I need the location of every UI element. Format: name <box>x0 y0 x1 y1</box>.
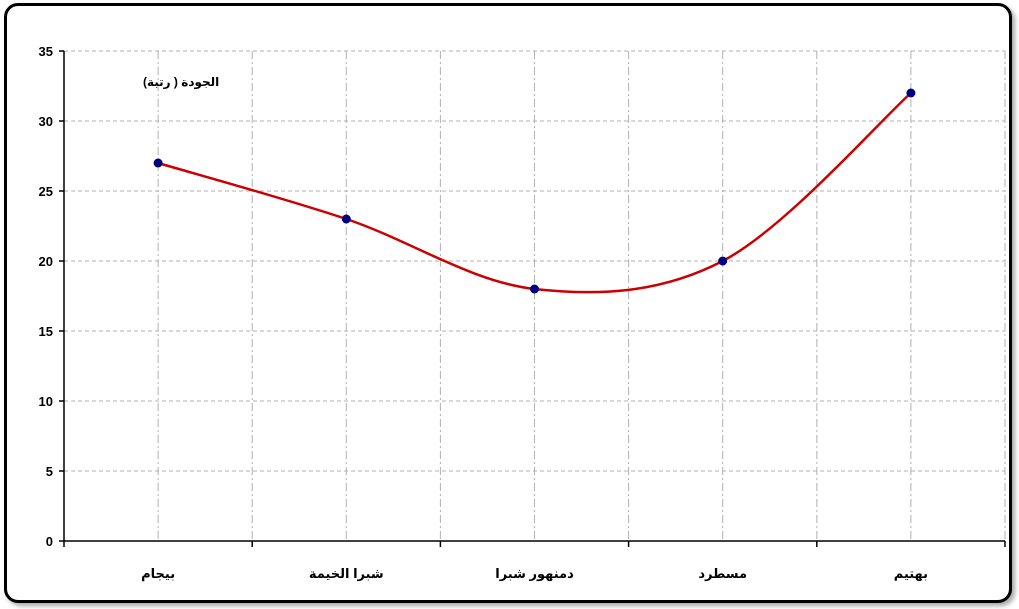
y-tick-label: 20 <box>39 254 53 269</box>
y-tick-label: 10 <box>39 394 53 409</box>
data-point <box>530 284 539 294</box>
y-axis-label: الجودة ( رتبة) <box>143 75 219 90</box>
y-tick-labels: 0 5 10 15 20 25 30 35 <box>39 44 53 549</box>
data-point <box>341 214 351 224</box>
x-tick-labels: بيجام شبرا الخيمة دمنهور شبرا مسطرد بهتيم <box>141 566 928 582</box>
x-tick-label: بيجام <box>141 566 175 582</box>
axes <box>59 50 1006 547</box>
grid-lines <box>64 50 1006 541</box>
chart-frame: 0 5 10 15 20 25 30 35 بيجام شبرا الخيمة دمنهور شب… <box>4 3 1012 603</box>
y-tick-label: 5 <box>46 464 53 479</box>
y-tick-label: 0 <box>46 534 53 549</box>
data-points <box>153 88 916 294</box>
data-point <box>718 256 728 266</box>
x-tick-label: مسطرد <box>698 566 747 581</box>
data-point <box>153 158 163 168</box>
y-tick-label: 15 <box>39 324 53 339</box>
y-tick-label: 30 <box>39 114 53 129</box>
data-point <box>906 88 916 98</box>
x-tick-label: دمنهور شبرا <box>495 566 574 581</box>
x-tick-label: شبرا الخيمة <box>309 566 384 581</box>
x-tick-label: بهتيم <box>894 566 928 581</box>
line-chart: 0 5 10 15 20 25 30 35 بيجام شبرا الخيمة دمنهور شب… <box>39 44 1006 582</box>
y-tick-label: 35 <box>39 44 53 59</box>
y-tick-label: 25 <box>39 184 53 199</box>
